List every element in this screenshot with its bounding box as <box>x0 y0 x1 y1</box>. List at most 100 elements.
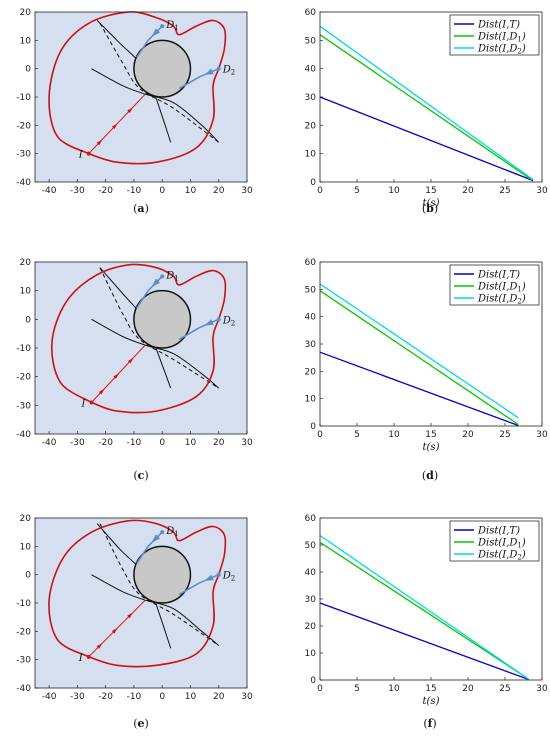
subfigure-caption: (b) <box>422 202 438 215</box>
plot-background <box>35 262 247 434</box>
x-tick-label: -10 <box>127 692 142 702</box>
x-tick-label: 10 <box>388 430 400 440</box>
x-tick-label: 0 <box>159 692 165 702</box>
y-tick-label: -10 <box>16 93 31 103</box>
y-tick-label: 10 <box>20 287 32 297</box>
y-tick-label: 30 <box>305 93 317 103</box>
y-tick-label: 10 <box>305 395 317 405</box>
y-tick-label: 50 <box>305 541 317 551</box>
x-tick-label: 15 <box>425 684 436 694</box>
red-dominance-curve <box>51 263 227 414</box>
legend-entry-3: Dist(I,D2) <box>477 550 526 562</box>
attacker-arrow <box>96 139 103 146</box>
defender2-arrow <box>204 319 214 326</box>
y-tick-label: 20 <box>20 514 32 524</box>
x-tick-label: 10 <box>388 186 400 196</box>
x-axis-label: t(s) <box>423 198 440 209</box>
x-tick-label: -10 <box>127 438 142 448</box>
defender1-arrow <box>151 534 161 543</box>
y-tick-label: 60 <box>305 8 317 18</box>
y-tick-label: -10 <box>16 599 31 609</box>
x-tick-label: -10 <box>127 186 142 196</box>
x-tick-label: 10 <box>185 438 197 448</box>
y-tick-label: -20 <box>16 121 31 131</box>
y-tick-label: 50 <box>305 285 317 295</box>
x-tick-label: 20 <box>462 430 474 440</box>
legend-entry-3: Dist(I,D2) <box>477 44 526 56</box>
defender1-arrow <box>151 28 161 37</box>
y-tick-label: 40 <box>305 568 317 578</box>
y-tick-label: -40 <box>16 178 31 188</box>
x-tick-label: 30 <box>241 186 253 196</box>
x-tick-label: 25 <box>499 430 510 440</box>
subfigure-caption: (e) <box>133 717 149 730</box>
plot-background <box>35 12 247 182</box>
defender2-arrow <box>204 68 214 75</box>
x-tick-label: 20 <box>462 186 474 196</box>
y-tick-label: -30 <box>16 656 31 666</box>
attacker-arrow <box>98 388 105 395</box>
defender2-point <box>216 317 221 322</box>
y-tick-label: 20 <box>305 367 317 377</box>
attacker-label: I <box>78 150 84 161</box>
defender1-point <box>160 24 165 29</box>
chart-panel-d: Dist(I,T)Dist(I,D1)Dist(I,D2) t(s) 0 5 10 15 2… <box>305 258 548 482</box>
target-circle <box>133 289 192 349</box>
x-tick-label: 20 <box>213 692 225 702</box>
x-tick-label: 25 <box>499 684 510 694</box>
legend-entry-3: Dist(I,D2) <box>477 294 526 306</box>
attacker-label: I <box>78 653 84 664</box>
attacker-arrow <box>127 357 134 364</box>
attacker-arrow <box>127 612 133 619</box>
y-tick-label: 0 <box>25 571 31 581</box>
y-tick-label: 40 <box>305 313 317 323</box>
red-dominance-curve <box>48 11 227 165</box>
attacker-arrow <box>113 373 120 379</box>
y-tick-label: -40 <box>16 684 31 694</box>
subfigure-caption: (a) <box>133 202 149 215</box>
attacker-arrow <box>127 107 133 114</box>
y-tick-label: 30 <box>305 595 317 605</box>
plot-background <box>35 518 247 688</box>
x-tick-label: 30 <box>241 438 253 448</box>
x-tick-label: -40 <box>42 692 57 702</box>
x-tick-label: 25 <box>499 186 510 196</box>
series-line-1 <box>319 602 529 681</box>
attacker-arrow <box>111 627 118 634</box>
x-tick-label: 0 <box>159 186 165 196</box>
subfigure-caption: (c) <box>133 469 148 482</box>
x-tick-label: 0 <box>159 438 165 448</box>
x-tick-label: -40 <box>42 438 57 448</box>
x-tick-label: -30 <box>70 438 85 448</box>
y-tick-label: 30 <box>305 340 317 350</box>
series-line-1 <box>319 96 534 182</box>
attacker-point <box>89 400 94 405</box>
y-tick-label: 10 <box>305 649 317 659</box>
x-tick-label: 15 <box>425 430 436 440</box>
x-tick-label: 5 <box>354 186 360 196</box>
series-line-2 <box>319 34 532 181</box>
x-tick-label: -20 <box>98 692 113 702</box>
attacker-point <box>86 151 91 156</box>
defender2-point <box>216 66 221 71</box>
y-tick-label: 40 <box>305 65 317 75</box>
x-tick-label: 20 <box>213 438 225 448</box>
defender1-arrow <box>151 278 161 288</box>
y-tick-label: 0 <box>25 65 31 75</box>
legend-entry-1: Dist(I,T) <box>477 20 520 31</box>
target-circle <box>133 39 192 98</box>
y-tick-label: 0 <box>310 422 316 432</box>
y-tick-label: 10 <box>305 150 317 160</box>
series-line-1 <box>319 351 519 427</box>
x-tick-label: -20 <box>98 438 113 448</box>
y-tick-label: -20 <box>16 627 31 637</box>
series-line-3 <box>319 534 530 680</box>
defender2-point <box>216 572 221 577</box>
x-tick-label: 20 <box>213 186 225 196</box>
defender1-point <box>160 530 165 535</box>
series-line-2 <box>319 290 519 426</box>
chart-panel-f: Dist(I,T)Dist(I,D1)Dist(I,D2) t(s) 0 5 10 15 2… <box>305 514 548 730</box>
